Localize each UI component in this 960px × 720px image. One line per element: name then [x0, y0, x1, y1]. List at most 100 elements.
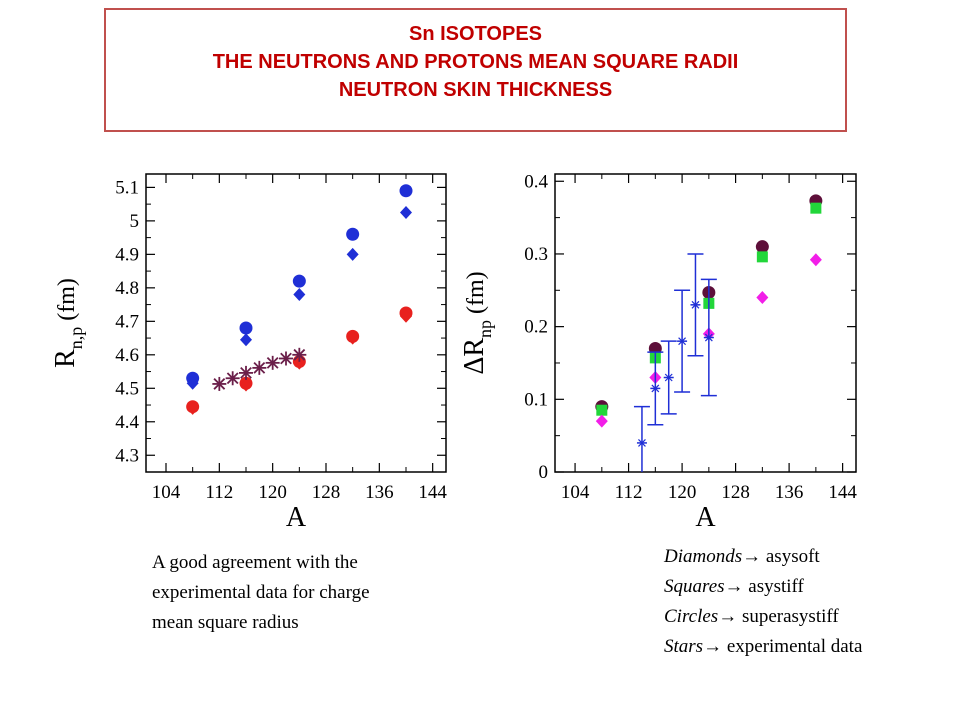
note-line-3: mean square radius — [152, 612, 299, 633]
y-tick-label: 4.7 — [115, 311, 139, 332]
star-marker — [226, 372, 239, 385]
diamond-marker — [293, 288, 306, 302]
y-axis-label-unit: (fm) — [463, 271, 489, 320]
diamond-marker — [809, 253, 822, 267]
x-axis-label: A — [695, 502, 716, 533]
y-axis-label: ΔRnp (fm) — [459, 271, 495, 374]
x-tick-label: 128 — [721, 482, 750, 503]
title-line-2: THE NEUTRONS AND PROTONS MEAN SQUARE RAD… — [212, 51, 739, 73]
legend-name: Squares — [664, 576, 725, 597]
x-tick-label: 120 — [258, 482, 287, 503]
x-tick-label: 120 — [668, 482, 697, 503]
x-tick-label: 112 — [205, 482, 233, 503]
diamond-marker — [346, 247, 359, 261]
legend-name: Circles — [664, 606, 719, 627]
agreement-note: A good agreement with the experimental d… — [152, 548, 370, 638]
x-tick-label: 136 — [365, 482, 394, 503]
circle-marker — [755, 240, 769, 254]
circle-marker — [292, 274, 306, 288]
y-tick-label: 4.8 — [115, 278, 139, 299]
diamond-marker — [186, 401, 199, 415]
circle-marker — [346, 227, 360, 241]
legend-name: Stars — [664, 636, 704, 657]
legend-desc: asysoft — [765, 546, 820, 567]
exp-star-marker — [678, 337, 687, 346]
diamond-marker — [186, 376, 199, 390]
diamond-marker — [293, 356, 306, 370]
legend-desc: asystiff — [748, 576, 804, 597]
exp-star-marker — [691, 300, 700, 309]
legend-row-circles: Circles→ superasystiff — [664, 602, 862, 632]
y-tick-label: 4.5 — [115, 378, 139, 399]
title-box: Sn ISOTOPES THE NEUTRONS AND PROTONS MEA… — [104, 8, 847, 132]
y-axis-label: Rn,p (fm) — [50, 278, 86, 368]
x-tick-label: 128 — [312, 482, 341, 503]
y-axis-label-unit: (fm) — [54, 278, 80, 327]
diamond-marker — [756, 291, 769, 305]
y-tick-label: 4.9 — [115, 244, 139, 265]
x-tick-label: 104 — [152, 482, 181, 503]
y-axis-label-sub: np — [475, 320, 495, 338]
legend-name: Diamonds — [664, 546, 743, 567]
star-marker — [266, 356, 279, 369]
legend-desc: experimental data — [726, 636, 863, 657]
exp-star-marker — [704, 333, 713, 342]
legend-row-diamonds: Diamonds→ asysoft — [664, 542, 862, 572]
x-tick-label: 144 — [418, 482, 447, 503]
diamond-marker — [595, 414, 608, 428]
x-tick-label: 104 — [561, 482, 590, 503]
x-tick-label: 136 — [775, 482, 804, 503]
chart-2: 104 112 120 128 136 144 0 0.1 0.2 0.3 0.4 A ΔRnp (fm… — [459, 171, 857, 533]
y-tick-label: 0.4 — [524, 171, 548, 192]
chart-1: 104 112 120 128 136 144 4.3 4.4 4.5 4.6 4.7 4.8 4.9 5… — [50, 173, 447, 533]
y-axis-label-main: R — [50, 349, 81, 368]
x-axis-label: A — [286, 502, 307, 533]
y-tick-label: 5.1 — [115, 177, 139, 198]
marker-legend: Diamonds→ asysoft Squares→ asystiff Circ… — [664, 542, 862, 662]
exp-star-marker — [664, 373, 673, 382]
x-tick-label: 112 — [615, 482, 643, 503]
square-marker — [596, 404, 608, 416]
y-axis-label-sub: n,p — [66, 327, 86, 350]
legend-row-squares: Squares→ asystiff — [664, 572, 862, 602]
title-line-1: Sn ISOTOPES — [409, 23, 542, 45]
arrow-icon: → — [724, 576, 744, 597]
legend-row-stars: Stars→ experimental data — [664, 632, 862, 662]
y-tick-label: 0.2 — [524, 317, 548, 338]
y-axis-label-main: ΔR — [459, 338, 490, 375]
diamond-marker — [240, 378, 252, 392]
y-tick-label: 4.6 — [115, 345, 139, 366]
exp-star-marker — [638, 439, 646, 447]
y-tick-label: 0.3 — [524, 244, 548, 265]
y-tick-label: 4.3 — [115, 445, 139, 466]
exp-star-marker — [651, 384, 660, 393]
circle-marker — [239, 321, 253, 335]
arrow-icon: → — [703, 636, 723, 657]
diamond-marker — [346, 331, 359, 345]
arrow-icon: → — [718, 606, 738, 627]
arrow-icon: → — [742, 546, 762, 567]
plot-frame — [554, 173, 857, 473]
star-marker — [240, 367, 252, 379]
note-line-1: A good agreement with the — [152, 552, 358, 573]
star-marker — [293, 348, 306, 361]
star-marker — [280, 352, 292, 365]
x-tick-label: 144 — [828, 482, 857, 503]
diamond-marker — [400, 309, 412, 323]
diamond-marker — [240, 333, 252, 347]
y-tick-label: 0.1 — [524, 389, 548, 410]
star-marker — [253, 361, 266, 374]
square-marker — [756, 251, 768, 263]
y-tick-label: 5 — [130, 211, 140, 232]
y-tick-label: 0 — [539, 462, 549, 483]
note-line-2: experimental data for charge — [152, 582, 370, 603]
title-line-3: NEUTRON SKIN THICKNESS — [338, 79, 613, 101]
square-marker — [810, 202, 822, 214]
diamond-marker — [400, 206, 412, 220]
circle-marker — [399, 184, 413, 198]
plot-frame — [145, 173, 447, 473]
legend-desc: superasystiff — [741, 606, 839, 627]
star-marker — [213, 378, 226, 390]
y-tick-label: 4.4 — [115, 412, 139, 433]
